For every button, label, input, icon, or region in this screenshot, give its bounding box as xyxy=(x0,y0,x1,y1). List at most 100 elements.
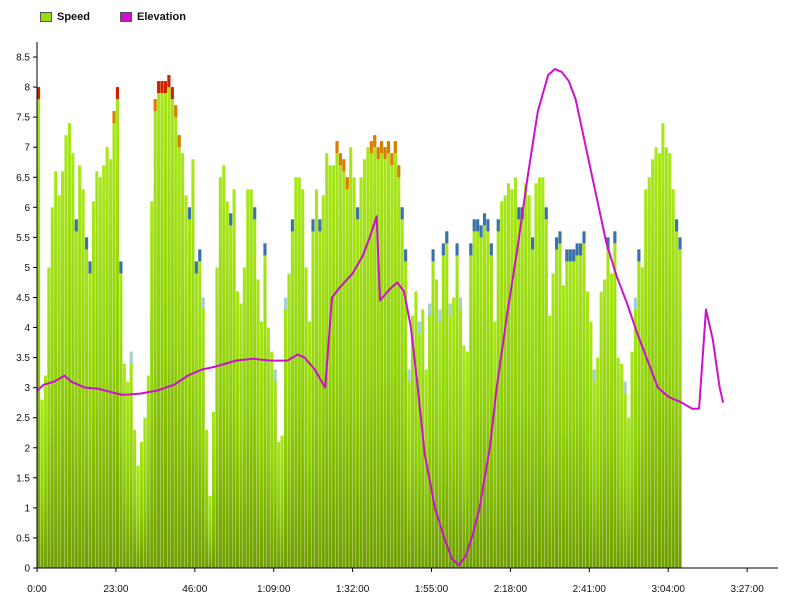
speed-bar xyxy=(627,417,631,568)
speed-bar xyxy=(582,231,586,569)
speed-bar-tip xyxy=(119,261,123,274)
speed-bar xyxy=(575,243,579,568)
speed-bar xyxy=(242,267,246,568)
speed-bar xyxy=(661,123,665,569)
speed-bar xyxy=(524,183,528,568)
speed-bar xyxy=(596,357,600,568)
speed-bar-tip xyxy=(555,237,559,250)
speed-bar-tip xyxy=(592,369,596,382)
speed-bar-tip xyxy=(565,249,569,262)
speed-bar-tip xyxy=(383,147,387,160)
speed-bar xyxy=(572,249,576,568)
speed-bar xyxy=(428,303,432,568)
speed-bar xyxy=(606,237,610,568)
speed-bar-tip xyxy=(342,159,346,172)
speed-bar xyxy=(644,189,648,568)
speed-bar-tip xyxy=(496,219,500,232)
speed-bar xyxy=(91,201,95,569)
speed-bar xyxy=(482,213,487,568)
speed-bar-tip xyxy=(88,261,92,274)
speed-bar-tip xyxy=(284,297,288,310)
speed-bar xyxy=(424,369,428,568)
speed-bar xyxy=(369,141,373,568)
speed-bar xyxy=(671,189,675,568)
speed-bar xyxy=(513,177,517,568)
speed-bar xyxy=(647,177,651,568)
speed-bar xyxy=(167,75,171,568)
speed-bar-tip xyxy=(455,243,459,256)
speed-bar-tip xyxy=(187,207,192,220)
x-tick-label: 0:00 xyxy=(27,584,47,595)
speed-bar xyxy=(85,237,89,568)
speed-bar-tip xyxy=(386,141,391,154)
speed-bar xyxy=(98,177,102,568)
speed-bar xyxy=(112,111,116,568)
speed-bar xyxy=(417,321,421,568)
speed-bar xyxy=(225,201,229,569)
speed-bar xyxy=(290,219,294,568)
speed-bar xyxy=(266,327,270,568)
speed-bar xyxy=(338,153,342,568)
speed-bar xyxy=(373,135,377,568)
speed-bar xyxy=(376,147,380,568)
speed-bar xyxy=(458,297,463,568)
speed-bar-tip xyxy=(177,135,181,148)
speed-bar-tip xyxy=(476,219,480,232)
legend-item-elevation[interactable]: Elevation xyxy=(120,11,186,23)
speed-bar xyxy=(366,147,370,568)
speed-bar xyxy=(47,267,51,568)
speed-bar xyxy=(191,159,195,568)
speed-bar-tip xyxy=(369,141,373,154)
y-tick-label: 3 xyxy=(24,383,30,394)
speed-bar xyxy=(115,87,119,568)
speed-bar-tip xyxy=(163,81,168,94)
speed-bar xyxy=(452,297,456,568)
speed-bar xyxy=(356,207,360,568)
speed-bar xyxy=(616,357,620,568)
speed-bar xyxy=(651,159,655,568)
speed-bar xyxy=(314,189,318,568)
y-tick-label: 6.5 xyxy=(16,173,30,184)
legend-item-speed[interactable]: Speed xyxy=(40,11,90,23)
speed-bar-tip xyxy=(397,165,401,178)
y-tick-label: 8.5 xyxy=(16,53,30,64)
speed-bar-tip xyxy=(373,135,377,148)
speed-bar-tip xyxy=(198,249,202,262)
speed-bar xyxy=(555,237,559,568)
speed-bar xyxy=(146,375,150,568)
speed-bar-tip xyxy=(558,231,562,244)
speed-bar-tip xyxy=(338,153,342,166)
y-tick-label: 3.5 xyxy=(16,353,30,364)
chart-legend: Speed Elevation xyxy=(40,11,186,23)
speed-bar xyxy=(359,177,363,568)
speed-bar xyxy=(352,177,356,568)
speed-bar xyxy=(383,147,387,568)
y-tick-label: 1.5 xyxy=(16,473,30,484)
speed-bar-tip xyxy=(157,81,161,94)
legend-swatch-elevation xyxy=(120,12,133,22)
speed-bar-tip xyxy=(85,237,89,250)
speed-bar xyxy=(218,177,222,568)
speed-bar-tip xyxy=(273,369,277,382)
speed-bar xyxy=(592,369,596,568)
speed-bar xyxy=(215,267,219,568)
speed-bar-tip xyxy=(335,141,339,154)
speed-bar xyxy=(287,273,291,568)
speed-bar xyxy=(235,291,240,568)
speed-bar xyxy=(246,189,250,568)
speed-bar xyxy=(40,399,44,568)
speed-bar xyxy=(201,297,205,568)
speed-bar xyxy=(122,363,126,568)
y-tick-label: 2 xyxy=(24,443,30,454)
speed-bar-tip xyxy=(112,111,116,124)
speed-bar xyxy=(229,213,233,568)
speed-bar xyxy=(654,147,658,568)
speed-bar xyxy=(531,237,535,568)
speed-bar xyxy=(253,207,257,568)
speed-bar xyxy=(668,153,672,568)
speed-bar-tip xyxy=(448,303,452,316)
speed-bar xyxy=(105,147,109,568)
speed-bar xyxy=(633,297,638,568)
speed-bar-tip xyxy=(318,219,322,232)
